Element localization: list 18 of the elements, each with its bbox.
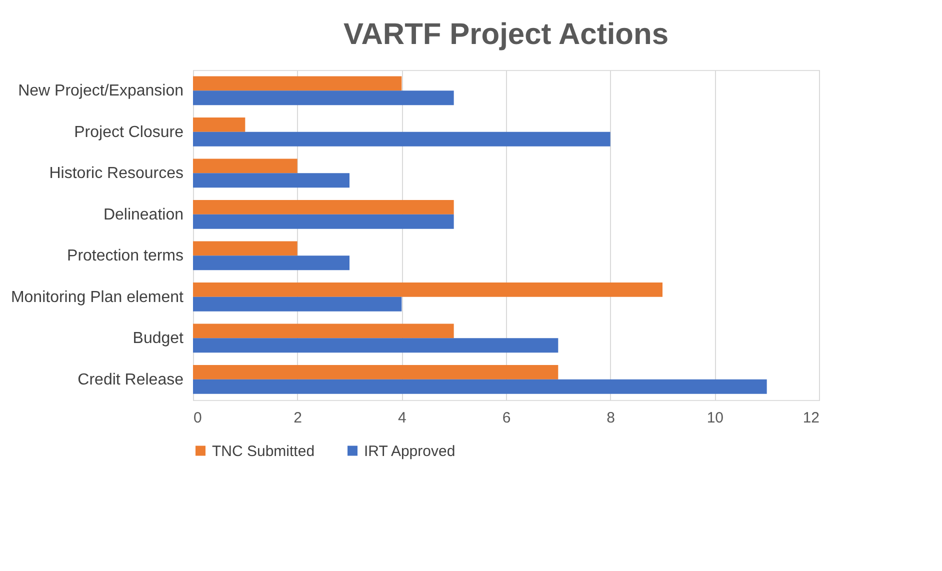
- y-tick-label: Project Closure: [74, 124, 184, 141]
- x-tick-label: 8: [606, 410, 616, 426]
- x-tick-label: 2: [294, 410, 302, 426]
- x-tick-label: 10: [706, 410, 724, 426]
- legend-label: TNC Submitted: [212, 442, 315, 460]
- x-tick-label: 0: [194, 410, 202, 426]
- y-tick-label: Budget: [132, 330, 184, 348]
- y-tick-label: New Project/Expansion: [18, 82, 184, 100]
- x-tick-label: 4: [398, 410, 406, 426]
- x-tick-label: 12: [802, 410, 820, 426]
- legend-label: IRT Approved: [364, 442, 456, 460]
- y-tick-label: Historic Resources: [49, 165, 184, 182]
- y-tick-label: Credit Release: [78, 371, 184, 388]
- y-tick-label: Monitoring Plan element: [10, 288, 184, 306]
- y-tick-label: Delineation: [103, 206, 184, 224]
- chart-title: VARTF Project Actions: [343, 18, 669, 51]
- x-tick-label: 6: [502, 410, 511, 426]
- y-tick-label: Protection terms: [67, 248, 184, 265]
